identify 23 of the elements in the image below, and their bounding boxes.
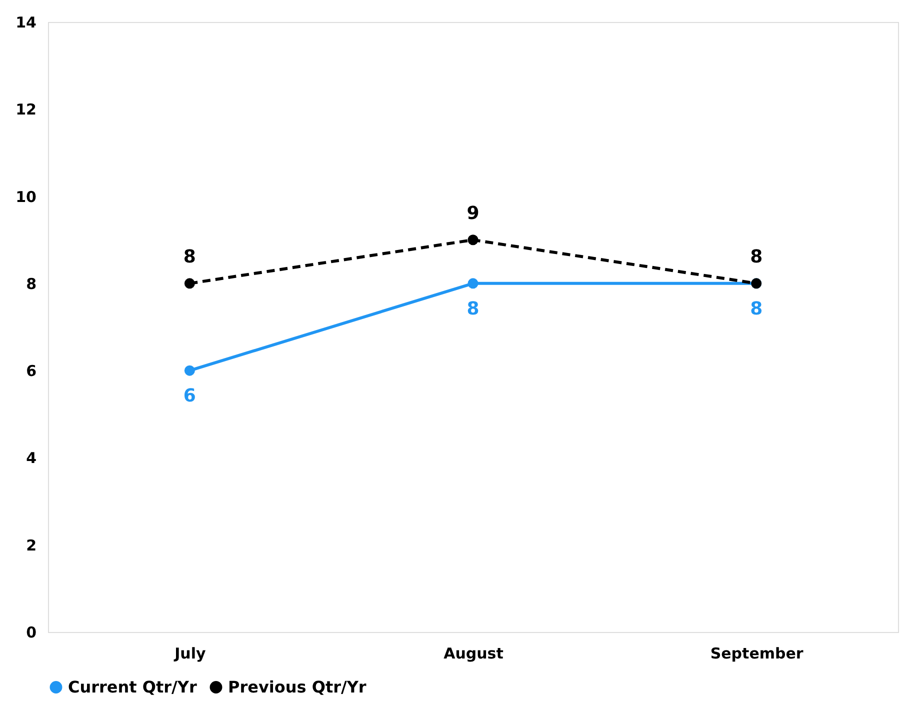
y-tick-label: 10 bbox=[16, 188, 36, 206]
y-tick-label: 12 bbox=[16, 100, 36, 119]
y-tick-label: 2 bbox=[26, 536, 36, 554]
y-tick-label: 8 bbox=[26, 274, 36, 293]
y-tick-label: 14 bbox=[16, 14, 36, 32]
data-label: 8 bbox=[750, 298, 763, 320]
y-tick-label: 4 bbox=[26, 449, 36, 468]
data-label: 8 bbox=[466, 298, 480, 320]
point bbox=[184, 278, 195, 289]
legend-label: Previous Qtr/Yr bbox=[228, 677, 366, 696]
y-tick-label: 0 bbox=[26, 624, 36, 642]
legend-label: Current Qtr/Yr bbox=[68, 677, 197, 696]
x-tick-label: August bbox=[444, 644, 504, 662]
y-tick-label: 6 bbox=[26, 362, 36, 380]
point bbox=[468, 278, 478, 289]
data-label: 9 bbox=[466, 202, 480, 224]
x-tick-label: September bbox=[710, 644, 804, 662]
point bbox=[184, 365, 195, 376]
data-label: 8 bbox=[183, 246, 196, 268]
data-label: 6 bbox=[183, 386, 196, 407]
x-tick-label: July bbox=[174, 644, 206, 662]
data-label: 8 bbox=[750, 246, 763, 268]
point bbox=[468, 234, 478, 246]
